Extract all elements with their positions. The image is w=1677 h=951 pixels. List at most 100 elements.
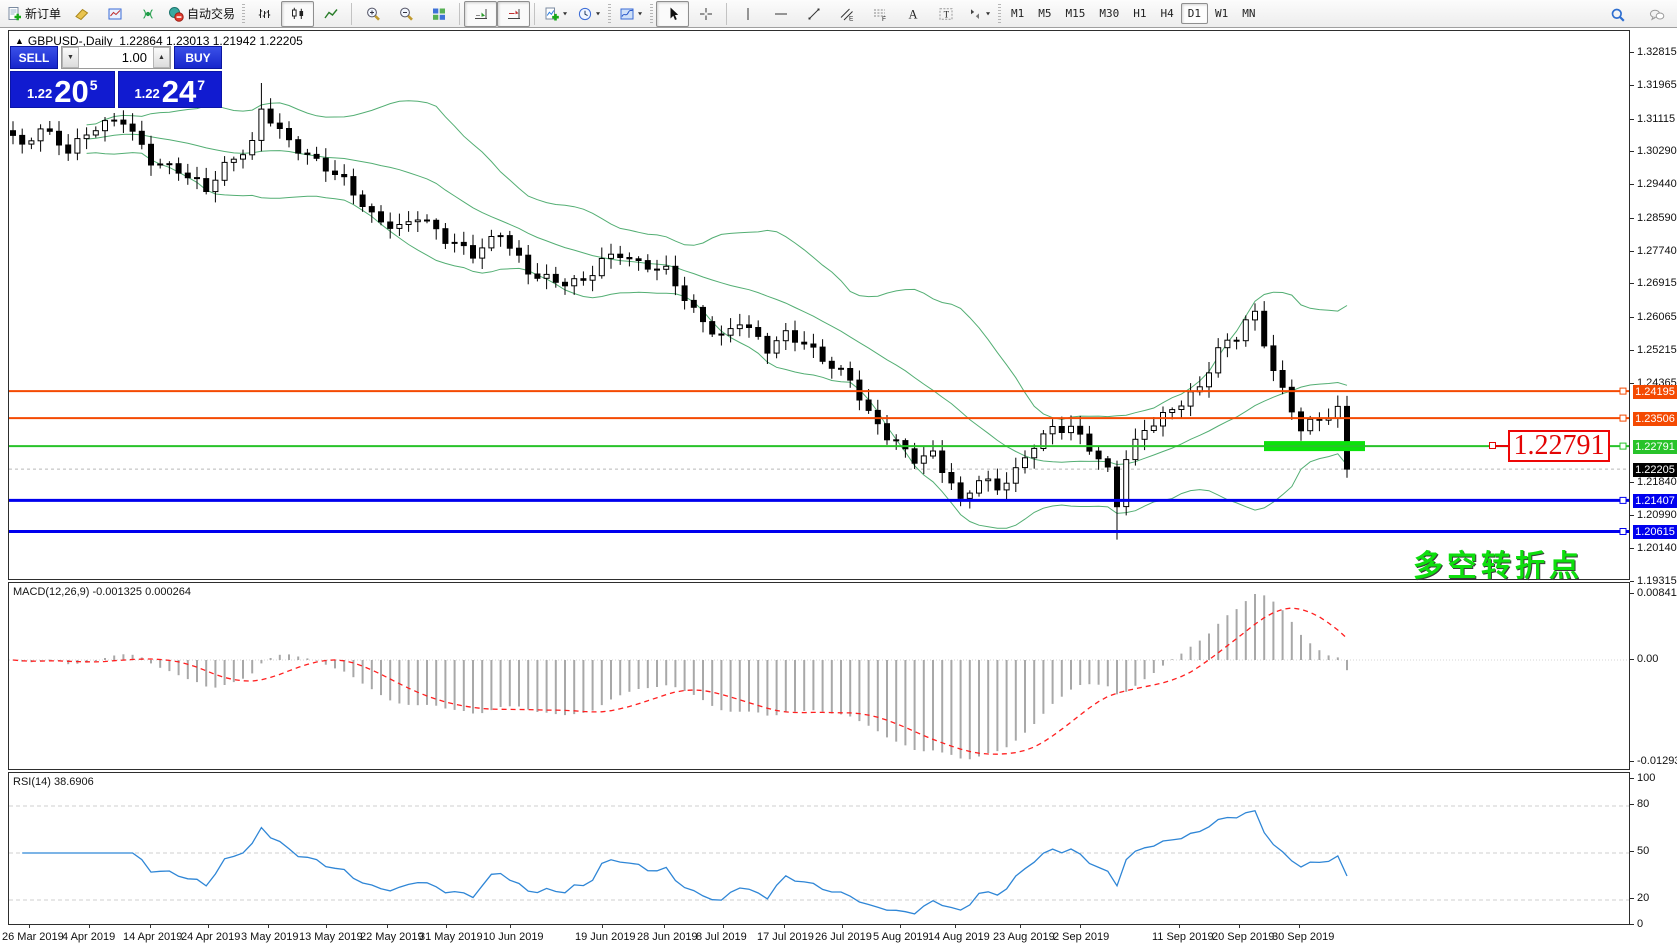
pivot-green-handle[interactable] [1619, 442, 1627, 450]
price-annotation-connector [1495, 445, 1508, 447]
crosshair-icon [699, 7, 712, 20]
toolbar-separator [534, 2, 536, 25]
tile-windows-button[interactable] [422, 1, 455, 27]
channel-button[interactable]: E [830, 1, 863, 27]
line-chart-button[interactable] [314, 1, 347, 27]
timeframe-m30-button[interactable]: M30 [1099, 7, 1120, 20]
candle [74, 138, 81, 154]
zoom-in-button[interactable] [356, 1, 389, 27]
dropdown-caret-icon[interactable]: ▾ [596, 9, 601, 18]
auto-trading-button[interactable]: 自动交易 [164, 1, 239, 27]
text-label-button[interactable]: T [929, 1, 962, 27]
candle [313, 153, 320, 159]
search-button[interactable] [1601, 2, 1634, 28]
candle [175, 163, 182, 174]
candle [690, 299, 697, 308]
price-tick-mark [1630, 251, 1634, 252]
indicators-add-button[interactable]: ▾ [539, 1, 572, 27]
arrows-button[interactable]: ▾ [962, 1, 995, 27]
date-tick-mark [150, 924, 151, 928]
date-axis-label: 19 Jun 2019 [575, 931, 636, 943]
timeframe-h4-button[interactable]: H4 [1160, 7, 1174, 20]
date-tick-mark [723, 924, 724, 928]
buy-price-display[interactable]: 1.22 24 7 [117, 71, 222, 108]
candle [994, 478, 1001, 491]
candle [341, 174, 348, 178]
volume-input[interactable]: 1.00 [121, 50, 147, 65]
date-axis-label: 31 May 2019 [419, 931, 483, 943]
horizontal-line-button[interactable] [764, 1, 797, 27]
zoom-out-button[interactable] [389, 1, 422, 27]
candle [911, 448, 918, 464]
candle [948, 472, 955, 484]
periods-clock-button[interactable]: ▾ [572, 1, 605, 27]
new-order-button[interactable]: 新订单 [2, 1, 65, 27]
candle [332, 170, 338, 176]
macd-indicator-panel[interactable]: MACD(12,26,9) -0.001325 0.000264 [8, 582, 1630, 770]
date-tick-mark [842, 924, 843, 928]
timeframe-m15-button[interactable]: M15 [1065, 7, 1086, 20]
candle [709, 321, 716, 335]
crosshair-button[interactable] [689, 1, 722, 27]
collapse-arrow-icon[interactable]: ▲ [15, 36, 24, 46]
candle [148, 143, 154, 166]
candle [497, 235, 504, 238]
rsi-indicator-panel[interactable]: RSI(14) 38.6906 [8, 772, 1630, 925]
timeframe-m1-button[interactable]: M1 [1011, 7, 1025, 20]
support-1-handle[interactable] [1619, 496, 1627, 504]
timeframe-mn-button[interactable]: MN [1242, 7, 1256, 20]
dropdown-caret-icon[interactable]: ▾ [986, 9, 991, 18]
trendline-button[interactable] [797, 1, 830, 27]
price-annotation-box[interactable]: 1.22791 [1508, 430, 1610, 462]
price-tick-mark [1630, 151, 1634, 152]
fibonacci-button[interactable]: F [863, 1, 896, 27]
date-axis-label: 17 Jul 2019 [757, 931, 814, 943]
chat-button[interactable] [1640, 2, 1673, 28]
candlestick-chart[interactable] [9, 31, 1629, 579]
candle [102, 120, 108, 132]
toolbar-grip [650, 3, 654, 24]
history-button[interactable] [65, 1, 98, 27]
bollinger-upper-band [86, 100, 1348, 421]
sell-price-display[interactable]: 1.22 20 5 [10, 71, 115, 108]
bars-chart-button[interactable] [248, 1, 281, 27]
candle [966, 492, 973, 499]
resistance-2-handle[interactable] [1619, 414, 1627, 422]
turning-point-annotation[interactable]: 多空转折点 [1413, 550, 1583, 583]
candles-chart-button[interactable] [281, 0, 315, 27]
candle [433, 219, 440, 230]
candle [194, 177, 200, 180]
horizontal-line-icon [774, 13, 787, 14]
price-annotation-handle[interactable] [1489, 442, 1496, 449]
resistance-1-handle[interactable] [1619, 387, 1627, 395]
new-chart-button[interactable] [98, 1, 131, 27]
timeframe-d1-button[interactable]: D1 [1180, 3, 1209, 24]
signals-button[interactable] [131, 1, 164, 27]
candle [672, 265, 679, 287]
price-tick-label: 1.28590 [1637, 212, 1677, 224]
candle [644, 260, 651, 270]
vertical-line-button[interactable] [731, 1, 764, 27]
main-chart-panel[interactable]: ▲ GBPUSD-,Daily 1.22864 1.23013 1.21942 1… [8, 30, 1630, 580]
tile-windows-icon [432, 8, 445, 20]
buy-button[interactable]: BUY [174, 46, 222, 69]
date-axis-label: 14 Apr 2019 [123, 931, 183, 943]
volume-decrease-button[interactable]: ▼ [62, 47, 79, 68]
template-button[interactable]: ▾ [614, 1, 647, 27]
dropdown-caret-icon[interactable]: ▾ [638, 9, 643, 18]
cursor-button[interactable] [656, 0, 690, 27]
candle [525, 254, 532, 275]
text-button[interactable]: A [896, 1, 929, 27]
timeframe-m5-button[interactable]: M5 [1038, 7, 1052, 20]
timeframe-w1-button[interactable]: W1 [1215, 7, 1229, 20]
support-2-handle[interactable] [1619, 528, 1627, 535]
price-tick-label: 1.32815 [1637, 46, 1677, 58]
dropdown-caret-icon[interactable]: ▾ [563, 9, 568, 18]
auto-scroll-button[interactable] [464, 0, 498, 27]
timeframe-h1-button[interactable]: H1 [1133, 7, 1147, 20]
date-tick-mark [268, 924, 269, 928]
rsi-tick-mark [1630, 851, 1634, 852]
sell-button[interactable]: SELL [10, 46, 58, 69]
chart-shift-button[interactable] [497, 0, 531, 27]
volume-increase-button[interactable]: ▲ [153, 47, 170, 68]
